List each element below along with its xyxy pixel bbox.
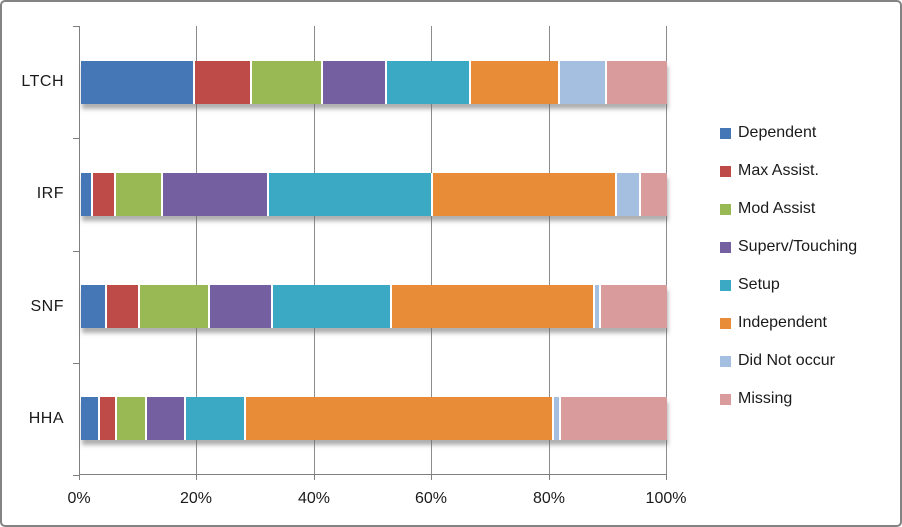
x-tick-20pct — [196, 475, 197, 480]
segment-hha-did-not-occur — [554, 397, 562, 441]
segment-hha-max-assist — [100, 397, 118, 441]
legend-label: Missing — [738, 390, 793, 407]
legend-item-dependent: Dependent — [720, 114, 857, 152]
segment-ltch-did-not-occur — [560, 60, 608, 104]
legend-item-did-not-occur: Did Not occur — [720, 342, 857, 380]
segment-irf-superv-touching — [163, 172, 269, 216]
legend-label: Setup — [738, 276, 780, 293]
segment-hha-independent — [245, 397, 555, 441]
segment-ltch-independent — [470, 60, 561, 104]
y-tick-1 — [73, 138, 79, 139]
x-tick-0pct — [79, 475, 80, 480]
legend-item-mod-assist: Mod Assist — [720, 190, 857, 228]
y-tick-4 — [73, 475, 79, 476]
bar-snf — [81, 285, 667, 329]
segment-irf-did-not-occur — [617, 172, 641, 216]
legend-label: Mod Assist — [738, 200, 816, 217]
y-axis-label-hha: HHA — [28, 410, 64, 427]
y-tick-3 — [73, 363, 79, 364]
segment-irf-max-assist — [92, 172, 117, 216]
legend-label: Superv/Touching — [738, 238, 858, 255]
segment-ltch-superv-touching — [322, 60, 388, 104]
segment-irf-independent — [432, 172, 618, 216]
x-tick-80pct — [549, 475, 550, 480]
segment-ltch-dependent — [81, 60, 196, 104]
legend-label: Did Not occur — [738, 352, 835, 369]
bar-irf — [81, 172, 667, 216]
legend-item-max-assist: Max Assist. — [720, 152, 857, 190]
gridline-20pct — [196, 26, 198, 474]
legend-item-superv-touching: Superv/Touching — [720, 228, 857, 266]
y-axis-label-irf: IRF — [36, 185, 64, 202]
x-axis-label-20pct: 20% — [179, 490, 213, 507]
segment-hha-mod-assist — [117, 397, 147, 441]
segment-ltch-setup — [387, 60, 471, 104]
segment-snf-did-not-occur — [595, 285, 601, 329]
legend-swatch-icon — [720, 355, 731, 367]
x-axis-label-40pct: 40% — [297, 490, 331, 507]
bar-ltch — [81, 60, 667, 104]
x-axis-label-80pct: 80% — [532, 490, 566, 507]
segment-snf-dependent — [81, 285, 107, 329]
x-tick-60pct — [431, 475, 432, 480]
segment-ltch-mod-assist — [252, 60, 323, 104]
x-axis-label-100pct: 100% — [645, 490, 687, 507]
gridline-60pct — [431, 26, 433, 474]
legend-swatch-icon — [720, 165, 731, 177]
segment-ltch-missing — [607, 60, 667, 104]
segment-hha-setup — [185, 397, 246, 441]
y-tick-2 — [73, 251, 79, 252]
segment-ltch-max-assist — [195, 60, 253, 104]
x-axis-label-0pct: 0% — [67, 490, 91, 507]
gridline-40pct — [313, 26, 315, 474]
legend-swatch-icon — [720, 317, 731, 329]
legend-swatch-icon — [720, 279, 731, 291]
legend-label: Independent — [738, 314, 827, 331]
legend-item-setup: Setup — [720, 266, 857, 304]
segment-hha-superv-touching — [146, 397, 186, 441]
legend-label: Dependent — [738, 124, 817, 141]
segment-irf-setup — [268, 172, 433, 216]
segment-snf-missing — [600, 285, 667, 329]
y-tick-0 — [73, 26, 79, 27]
legend-swatch-icon — [720, 393, 731, 405]
x-tick-100pct — [666, 475, 667, 480]
gridline-100pct — [666, 26, 667, 474]
legend: Dependent Max Assist. Mod Assist Superv/Tou… — [720, 114, 857, 418]
segment-hha-dependent — [81, 397, 101, 441]
segment-snf-setup — [272, 285, 392, 329]
y-axis-label-ltch: LTCH — [21, 73, 64, 90]
segment-snf-superv-touching — [209, 285, 273, 329]
segment-irf-mod-assist — [116, 172, 164, 216]
plot-area — [79, 26, 667, 475]
legend-swatch-icon — [720, 127, 731, 139]
x-tick-40pct — [314, 475, 315, 480]
legend-item-independent: Independent — [720, 304, 857, 342]
legend-swatch-icon — [720, 203, 731, 215]
x-axis-label-60pct: 60% — [414, 490, 448, 507]
segment-irf-dependent — [81, 172, 93, 216]
legend-item-missing: Missing — [720, 380, 857, 418]
y-axis-label-snf: SNF — [30, 298, 64, 315]
segment-irf-missing — [640, 172, 667, 216]
segment-snf-mod-assist — [140, 285, 210, 329]
legend-swatch-icon — [720, 241, 731, 253]
gridline-80pct — [548, 26, 550, 474]
segment-snf-max-assist — [106, 285, 141, 329]
segment-snf-independent — [391, 285, 596, 329]
segment-hha-missing — [561, 397, 667, 441]
bar-hha — [81, 397, 667, 441]
legend-label: Max Assist. — [738, 162, 819, 179]
